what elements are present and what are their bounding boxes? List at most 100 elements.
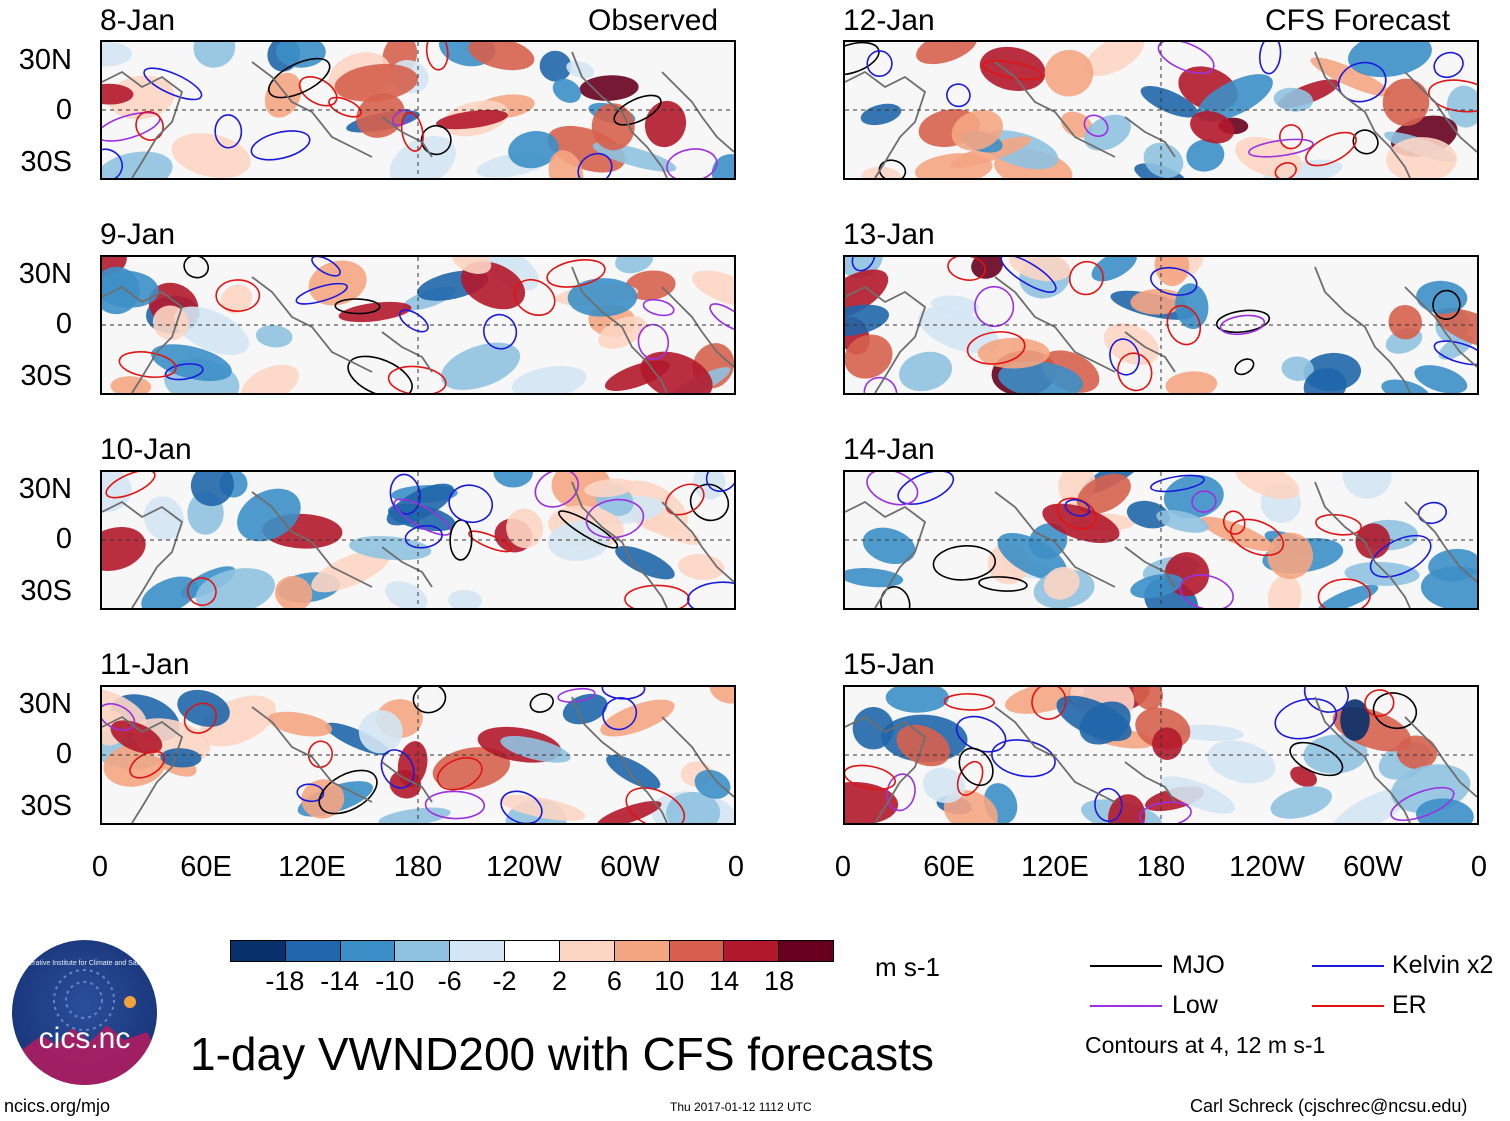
anomaly-blob bbox=[845, 304, 889, 337]
map-graphic bbox=[102, 42, 734, 178]
anomaly-blob bbox=[1155, 257, 1190, 287]
coastline bbox=[994, 61, 1116, 158]
anomaly-blob bbox=[1091, 257, 1137, 282]
map-panel-8-jan bbox=[100, 40, 736, 180]
contour-line bbox=[956, 760, 984, 796]
coastline bbox=[1124, 116, 1176, 158]
contour-line bbox=[624, 584, 690, 608]
contour-line bbox=[601, 687, 646, 700]
contour-line bbox=[215, 279, 261, 312]
lon-tick-60e: 60E bbox=[923, 851, 975, 883]
anomaly-blob bbox=[195, 568, 276, 608]
coastline bbox=[1124, 331, 1176, 373]
contour-line bbox=[534, 472, 579, 508]
contour-line bbox=[546, 259, 606, 288]
colorbar bbox=[230, 940, 834, 962]
contour-line bbox=[183, 702, 218, 734]
anomaly-blob bbox=[1273, 87, 1314, 112]
contour-line bbox=[602, 697, 638, 731]
anomaly-blob bbox=[190, 472, 234, 507]
contour-line bbox=[328, 96, 362, 118]
contour-line bbox=[347, 355, 413, 393]
anomaly-blob bbox=[110, 376, 152, 393]
anomaly-blob bbox=[930, 295, 980, 316]
colorbar-tick-label: -10 bbox=[375, 966, 415, 996]
anomaly-blob bbox=[915, 153, 993, 178]
lat-tick-0: 0 bbox=[55, 308, 72, 340]
anomaly-blob bbox=[387, 503, 456, 532]
coastline bbox=[1314, 266, 1411, 393]
map-panel-13-jan bbox=[843, 255, 1479, 395]
legend-line-mjo bbox=[1090, 965, 1162, 967]
contour-line bbox=[1031, 687, 1067, 720]
contour-line bbox=[1191, 490, 1217, 513]
colorbar-swatch bbox=[395, 941, 451, 961]
contour-line bbox=[1068, 260, 1104, 296]
contour-line bbox=[1274, 162, 1297, 178]
logo-ring-text: Cooperative Institute for Climate and Sa… bbox=[12, 960, 157, 967]
contour-line bbox=[974, 285, 1015, 328]
contour-line bbox=[1150, 474, 1205, 493]
anomaly-blob bbox=[1152, 727, 1183, 760]
contour-line bbox=[164, 363, 204, 381]
anomaly-blob bbox=[1190, 110, 1235, 144]
anomaly-blob bbox=[548, 150, 584, 178]
anomaly-blob bbox=[615, 257, 653, 274]
contour-line bbox=[412, 687, 447, 714]
lat-tick-30n: 30N bbox=[18, 44, 72, 76]
contour-line bbox=[886, 773, 916, 812]
legend-line-er bbox=[1312, 1005, 1384, 1007]
lon-tick-60w: 60W bbox=[600, 851, 660, 883]
contour-line bbox=[1219, 314, 1266, 336]
map-panel-14-jan bbox=[843, 470, 1479, 610]
contour-line bbox=[943, 693, 995, 711]
anomaly-blob bbox=[378, 807, 451, 823]
anomaly-blob bbox=[452, 257, 492, 274]
anomaly-blob bbox=[584, 478, 635, 498]
anomaly-blob bbox=[1043, 566, 1080, 600]
map-graphic bbox=[102, 472, 734, 608]
anomaly-blob bbox=[1388, 304, 1422, 340]
anomaly-blob bbox=[845, 568, 904, 588]
coastline bbox=[1314, 696, 1411, 823]
legend-label-low: Low bbox=[1172, 991, 1218, 1019]
coastline bbox=[994, 491, 1116, 588]
anomaly-blob bbox=[640, 351, 713, 393]
anomaly-blob bbox=[274, 575, 313, 608]
contour-line bbox=[468, 530, 512, 553]
anomaly-blob bbox=[1386, 137, 1457, 178]
footer-url[interactable]: ncics.org/mjo bbox=[4, 1096, 111, 1116]
lat-tick-30n: 30N bbox=[18, 688, 72, 720]
panel-date-12-jan: 12-Jan bbox=[843, 4, 935, 37]
anomaly-blob bbox=[896, 724, 951, 767]
contour-line bbox=[380, 749, 415, 789]
lat-tick-0: 0 bbox=[55, 523, 72, 555]
contour-line bbox=[1364, 689, 1395, 717]
colorbar-swatch bbox=[340, 941, 396, 961]
contour-line bbox=[1315, 513, 1362, 536]
lon-tick-60w: 60W bbox=[1343, 851, 1403, 883]
contour-line bbox=[1390, 786, 1455, 822]
anomaly-blob bbox=[311, 549, 391, 593]
colorbar-swatch bbox=[669, 941, 725, 961]
contour-line bbox=[1094, 787, 1123, 823]
anomaly-blob bbox=[102, 42, 133, 67]
anomaly-blob bbox=[160, 748, 202, 768]
contour-line bbox=[482, 313, 518, 350]
contour-line bbox=[1352, 129, 1379, 155]
contour-line bbox=[1372, 692, 1418, 730]
coastline bbox=[994, 276, 1116, 373]
anomaly-blob bbox=[1317, 584, 1379, 608]
anomaly-blob bbox=[1133, 687, 1163, 710]
contour-line bbox=[143, 67, 203, 101]
anomaly-blob bbox=[845, 334, 893, 379]
contour-line bbox=[642, 298, 675, 317]
contour-line bbox=[577, 152, 613, 178]
coastline bbox=[251, 276, 373, 373]
anomaly-blob bbox=[1261, 159, 1343, 178]
contour-line bbox=[311, 257, 341, 277]
colorbar-swatch bbox=[614, 941, 670, 961]
contour-line bbox=[845, 42, 880, 76]
contour-line bbox=[1234, 358, 1255, 376]
contour-line bbox=[1248, 138, 1314, 158]
